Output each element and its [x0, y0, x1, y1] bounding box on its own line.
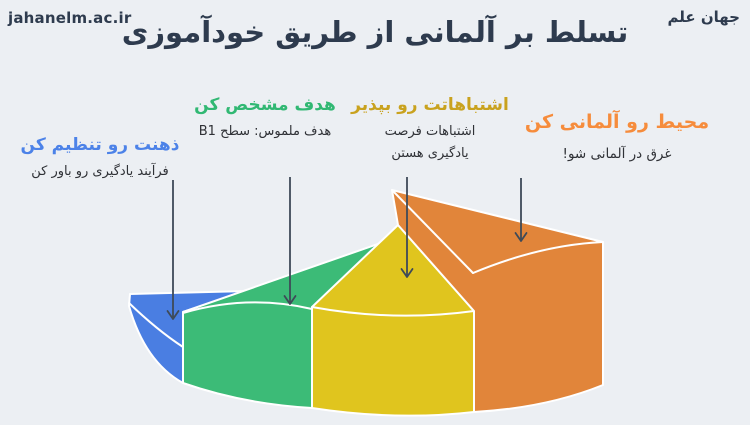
- segment-label-environment: محیط رو آلمانی کن: [524, 111, 710, 133]
- pie-segment-environment: [391, 189, 604, 413]
- pointer-arrows: [166, 177, 528, 320]
- segment-sublabel-mistakes: اشتباهات فرصت یادگیری هستن: [384, 124, 476, 162]
- segment-sublabel-mindset: فرآیند یادگیری رو باور کن: [31, 164, 169, 180]
- pie-segment-mistakes-rim-edge: [311, 306, 475, 317]
- arrow-goal: [283, 177, 297, 305]
- segment-sublabel-environment: غرق در آلمانی شو!: [562, 145, 672, 162]
- segment-label-group-mistakes: اشتباهاتت رو بپذیر اشتباهات فرصت یادگیری…: [345, 94, 515, 165]
- segment-label-group-goal: هدف مشخص کن هدف ملموس: سطح B1: [180, 94, 350, 143]
- segment-label-group-mindset: ذهنت رو تنظیم کن فرآیند یادگیری رو باور …: [10, 134, 190, 183]
- segment-label-group-environment: محیط رو آلمانی کن غرق در آلمانی شو!: [522, 110, 712, 166]
- pie-segment-environment-radius-edge: [391, 189, 474, 274]
- pie-segment-goal-rim-edge: [182, 301, 313, 314]
- arrow-mindset: [166, 180, 180, 320]
- pie-segment-mindset-rim-edge: [128, 302, 184, 348]
- segment-label-mindset: ذهنت رو تنظیم کن: [20, 135, 180, 155]
- page-title: تسلط بر آلمانی از طریق خودآموزی: [121, 15, 629, 49]
- pie-segment-mistakes-shape: [311, 224, 475, 417]
- pie-segment-environment-shape: [391, 189, 604, 413]
- pie-segment-environment-rim-edge: [472, 241, 604, 274]
- brand-name: جهان علم: [667, 8, 740, 26]
- segment-label-mistakes: اشتباهاتت رو بپذیر: [351, 95, 509, 115]
- arrow-mistakes: [400, 177, 414, 278]
- segment-label-goal: هدف مشخص کن: [194, 95, 336, 115]
- site-url: jahanelm.ac.ir: [8, 9, 132, 27]
- segment-sublabel-goal: هدف ملموس: سطح B1: [198, 124, 332, 140]
- arrow-environment: [514, 178, 528, 242]
- pie-segment-mistakes: [311, 224, 475, 417]
